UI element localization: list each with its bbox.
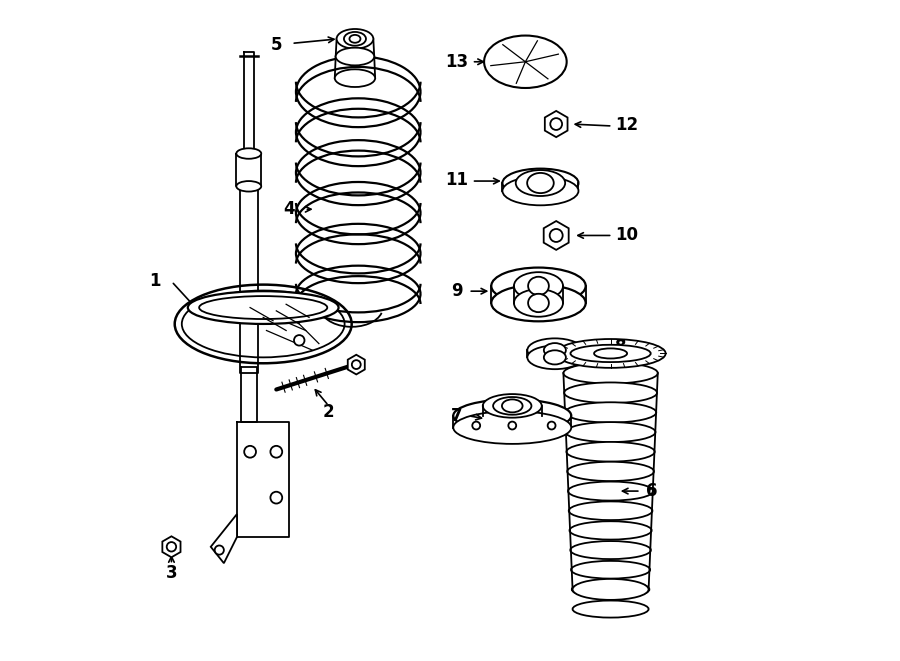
Ellipse shape <box>514 272 563 299</box>
Ellipse shape <box>555 339 666 368</box>
Ellipse shape <box>564 383 657 403</box>
Circle shape <box>270 446 283 457</box>
Text: 4: 4 <box>284 200 295 218</box>
Ellipse shape <box>572 601 649 617</box>
Ellipse shape <box>502 176 579 206</box>
Ellipse shape <box>337 29 374 49</box>
Circle shape <box>215 545 224 555</box>
Circle shape <box>244 446 256 457</box>
Circle shape <box>166 542 176 551</box>
Ellipse shape <box>482 394 542 418</box>
Ellipse shape <box>544 350 566 364</box>
Circle shape <box>270 492 283 504</box>
Text: 7: 7 <box>451 407 463 425</box>
Text: 9: 9 <box>451 282 463 300</box>
Polygon shape <box>544 221 569 250</box>
Ellipse shape <box>188 292 338 324</box>
Ellipse shape <box>570 522 652 539</box>
Ellipse shape <box>516 170 565 196</box>
Ellipse shape <box>344 32 366 46</box>
Ellipse shape <box>491 268 586 304</box>
Ellipse shape <box>454 411 572 444</box>
Ellipse shape <box>563 363 658 383</box>
Ellipse shape <box>335 69 375 87</box>
Ellipse shape <box>502 169 579 198</box>
Ellipse shape <box>502 399 523 412</box>
Ellipse shape <box>527 173 554 193</box>
Text: 8: 8 <box>615 338 626 356</box>
Ellipse shape <box>349 35 361 43</box>
Ellipse shape <box>175 285 352 364</box>
Ellipse shape <box>336 48 374 65</box>
Ellipse shape <box>199 296 328 319</box>
Circle shape <box>352 360 361 369</box>
Polygon shape <box>544 111 568 137</box>
Ellipse shape <box>568 482 653 500</box>
Ellipse shape <box>571 561 650 578</box>
Ellipse shape <box>454 399 572 432</box>
Ellipse shape <box>565 403 656 422</box>
Ellipse shape <box>571 541 651 559</box>
Ellipse shape <box>237 181 261 192</box>
Ellipse shape <box>569 502 652 520</box>
Ellipse shape <box>566 442 654 461</box>
Text: 3: 3 <box>166 564 177 582</box>
Text: 12: 12 <box>616 116 638 134</box>
Ellipse shape <box>571 345 651 362</box>
Ellipse shape <box>527 338 582 362</box>
Circle shape <box>550 118 562 130</box>
Text: 5: 5 <box>271 36 282 54</box>
Ellipse shape <box>514 290 563 317</box>
Circle shape <box>508 422 517 430</box>
Text: 1: 1 <box>149 272 161 290</box>
Text: 10: 10 <box>616 227 638 245</box>
Polygon shape <box>211 514 237 563</box>
Circle shape <box>294 335 304 346</box>
Text: 2: 2 <box>323 403 335 422</box>
Ellipse shape <box>484 36 567 88</box>
Text: 13: 13 <box>445 53 468 71</box>
Text: 11: 11 <box>446 171 468 189</box>
Ellipse shape <box>493 397 531 414</box>
Ellipse shape <box>528 277 549 295</box>
Ellipse shape <box>567 462 654 481</box>
Ellipse shape <box>572 579 649 600</box>
Ellipse shape <box>237 148 261 159</box>
Ellipse shape <box>527 346 582 369</box>
Text: 6: 6 <box>646 482 658 500</box>
Ellipse shape <box>491 285 586 321</box>
Ellipse shape <box>182 291 345 358</box>
Circle shape <box>550 229 562 242</box>
Ellipse shape <box>594 348 627 358</box>
Circle shape <box>548 422 555 430</box>
Polygon shape <box>162 536 181 557</box>
Ellipse shape <box>544 343 566 357</box>
Ellipse shape <box>566 422 655 442</box>
Ellipse shape <box>528 293 549 312</box>
Circle shape <box>472 422 481 430</box>
Polygon shape <box>347 355 365 374</box>
Ellipse shape <box>572 581 650 598</box>
